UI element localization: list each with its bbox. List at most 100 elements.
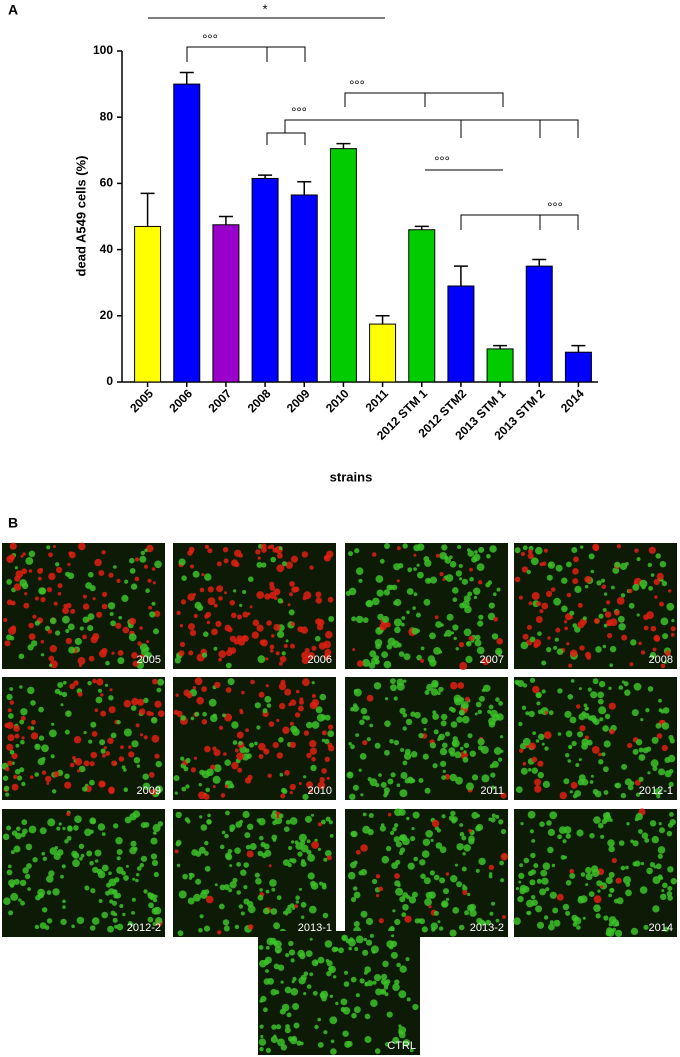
cell xyxy=(606,927,613,934)
cell xyxy=(373,682,382,690)
x-tick-label: 2008 xyxy=(245,386,274,415)
cell xyxy=(14,733,20,739)
cell xyxy=(30,726,35,731)
cell xyxy=(218,903,225,910)
cell xyxy=(463,595,471,603)
cell xyxy=(563,826,572,834)
cell xyxy=(372,878,378,885)
cell xyxy=(32,857,38,863)
cell xyxy=(150,788,157,796)
cell xyxy=(438,686,444,693)
cell xyxy=(123,728,132,737)
cell xyxy=(70,608,76,614)
cell xyxy=(139,626,143,630)
cell xyxy=(446,897,450,901)
cell xyxy=(280,793,286,799)
cell xyxy=(372,597,380,606)
cell xyxy=(311,841,319,849)
cell xyxy=(34,924,40,930)
image-label: 2008 xyxy=(649,654,673,666)
cell xyxy=(461,866,467,872)
cell xyxy=(526,569,531,575)
cell xyxy=(391,934,395,938)
cell xyxy=(370,945,379,954)
cell xyxy=(288,845,293,851)
cell xyxy=(132,877,136,881)
cell xyxy=(376,589,384,597)
cell xyxy=(393,740,399,746)
cell xyxy=(670,633,675,637)
cell xyxy=(569,716,577,724)
annotation: °°° xyxy=(291,104,307,119)
cell xyxy=(101,864,109,872)
cell xyxy=(598,706,607,715)
cell xyxy=(177,930,184,937)
cell xyxy=(88,655,95,662)
cell xyxy=(656,733,663,739)
cell xyxy=(319,693,327,701)
cell xyxy=(621,763,628,770)
cell xyxy=(636,557,641,562)
cell xyxy=(250,679,255,685)
cell xyxy=(666,891,673,897)
cell xyxy=(242,590,247,594)
cell xyxy=(20,832,26,838)
cell xyxy=(383,660,392,669)
cell xyxy=(249,843,257,850)
cell xyxy=(379,622,387,631)
cell xyxy=(72,859,80,868)
error-bar xyxy=(571,344,586,353)
panel-label: A xyxy=(8,2,18,18)
cell xyxy=(604,611,612,618)
cell xyxy=(395,859,401,865)
cell xyxy=(620,593,626,598)
cell xyxy=(233,589,237,593)
cell xyxy=(223,925,230,932)
cell xyxy=(398,651,405,657)
cell xyxy=(146,640,150,644)
cell xyxy=(593,895,602,904)
cell xyxy=(19,879,27,887)
cell xyxy=(324,940,333,948)
cell xyxy=(653,578,660,586)
cell xyxy=(434,615,439,620)
cell xyxy=(312,990,318,996)
cell xyxy=(21,781,26,787)
cell xyxy=(7,760,13,766)
cell xyxy=(285,819,291,825)
cell xyxy=(632,748,639,755)
cell xyxy=(521,705,527,710)
cell xyxy=(364,981,368,985)
cell xyxy=(566,561,572,568)
cell xyxy=(211,628,218,636)
cell xyxy=(435,553,440,558)
cell xyxy=(598,759,604,765)
cell xyxy=(607,633,613,639)
cell xyxy=(380,978,387,985)
cell xyxy=(299,697,304,702)
cell xyxy=(495,697,500,702)
cell xyxy=(330,1039,335,1044)
cell xyxy=(570,781,578,789)
cell xyxy=(193,756,197,760)
cell xyxy=(547,846,554,854)
cell xyxy=(658,768,665,776)
cell xyxy=(131,697,139,706)
cell xyxy=(536,921,545,929)
cell xyxy=(14,566,18,570)
cell xyxy=(577,731,584,738)
cell xyxy=(145,588,150,593)
cell xyxy=(195,878,202,885)
cell xyxy=(393,836,400,843)
cell xyxy=(79,857,83,861)
cell xyxy=(293,904,299,909)
cell xyxy=(25,557,34,565)
error-bar xyxy=(258,174,273,179)
cell xyxy=(399,834,408,842)
cell xyxy=(259,1024,264,1029)
cell xyxy=(38,587,46,595)
error-bar xyxy=(414,225,429,230)
cell xyxy=(277,552,283,559)
cell xyxy=(603,915,609,921)
cell xyxy=(57,682,64,688)
